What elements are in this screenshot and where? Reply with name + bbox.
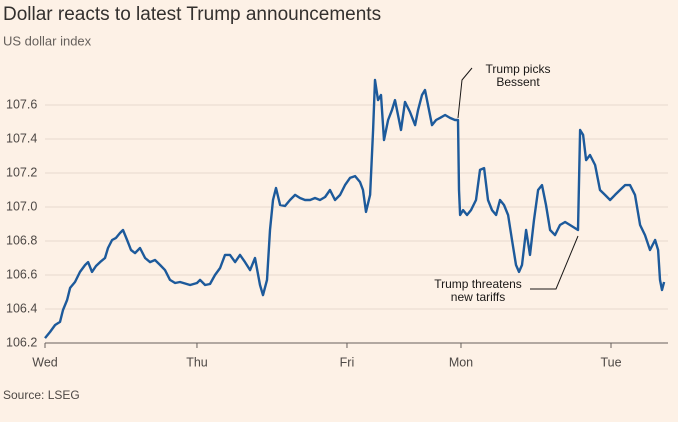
source: Source: LSEG: [3, 388, 80, 402]
x-tick-label: Fri: [340, 355, 355, 369]
y-tick-label: 107.0: [6, 199, 37, 213]
annotation-leader: [530, 235, 579, 290]
chart-title: Dollar reacts to latest Trump announceme…: [3, 4, 381, 25]
annotation-text: Bessent: [496, 75, 540, 89]
annotation-text: Trump picks: [486, 62, 551, 76]
y-tick-label: 106.8: [6, 233, 37, 247]
x-tick-label: Thu: [186, 355, 208, 369]
y-tick-label: 107.2: [6, 165, 37, 179]
y-tick-label: 107.4: [6, 131, 37, 145]
y-tick-label: 106.6: [6, 267, 37, 281]
y-tick-label: 106.4: [6, 301, 37, 315]
y-tick-label: 106.2: [6, 335, 37, 349]
annotation-text: new tariffs: [451, 290, 505, 304]
x-tick-label: Mon: [449, 355, 473, 369]
x-tick-label: Wed: [32, 355, 58, 369]
chart-subtitle: US dollar index: [3, 33, 92, 48]
y-tick-label: 107.6: [6, 97, 37, 111]
data-line: [44, 78, 666, 339]
annotation-text: Trump threatens: [434, 277, 522, 291]
annotation-leader: [457, 67, 473, 119]
x-tick-label: Tue: [600, 355, 621, 369]
